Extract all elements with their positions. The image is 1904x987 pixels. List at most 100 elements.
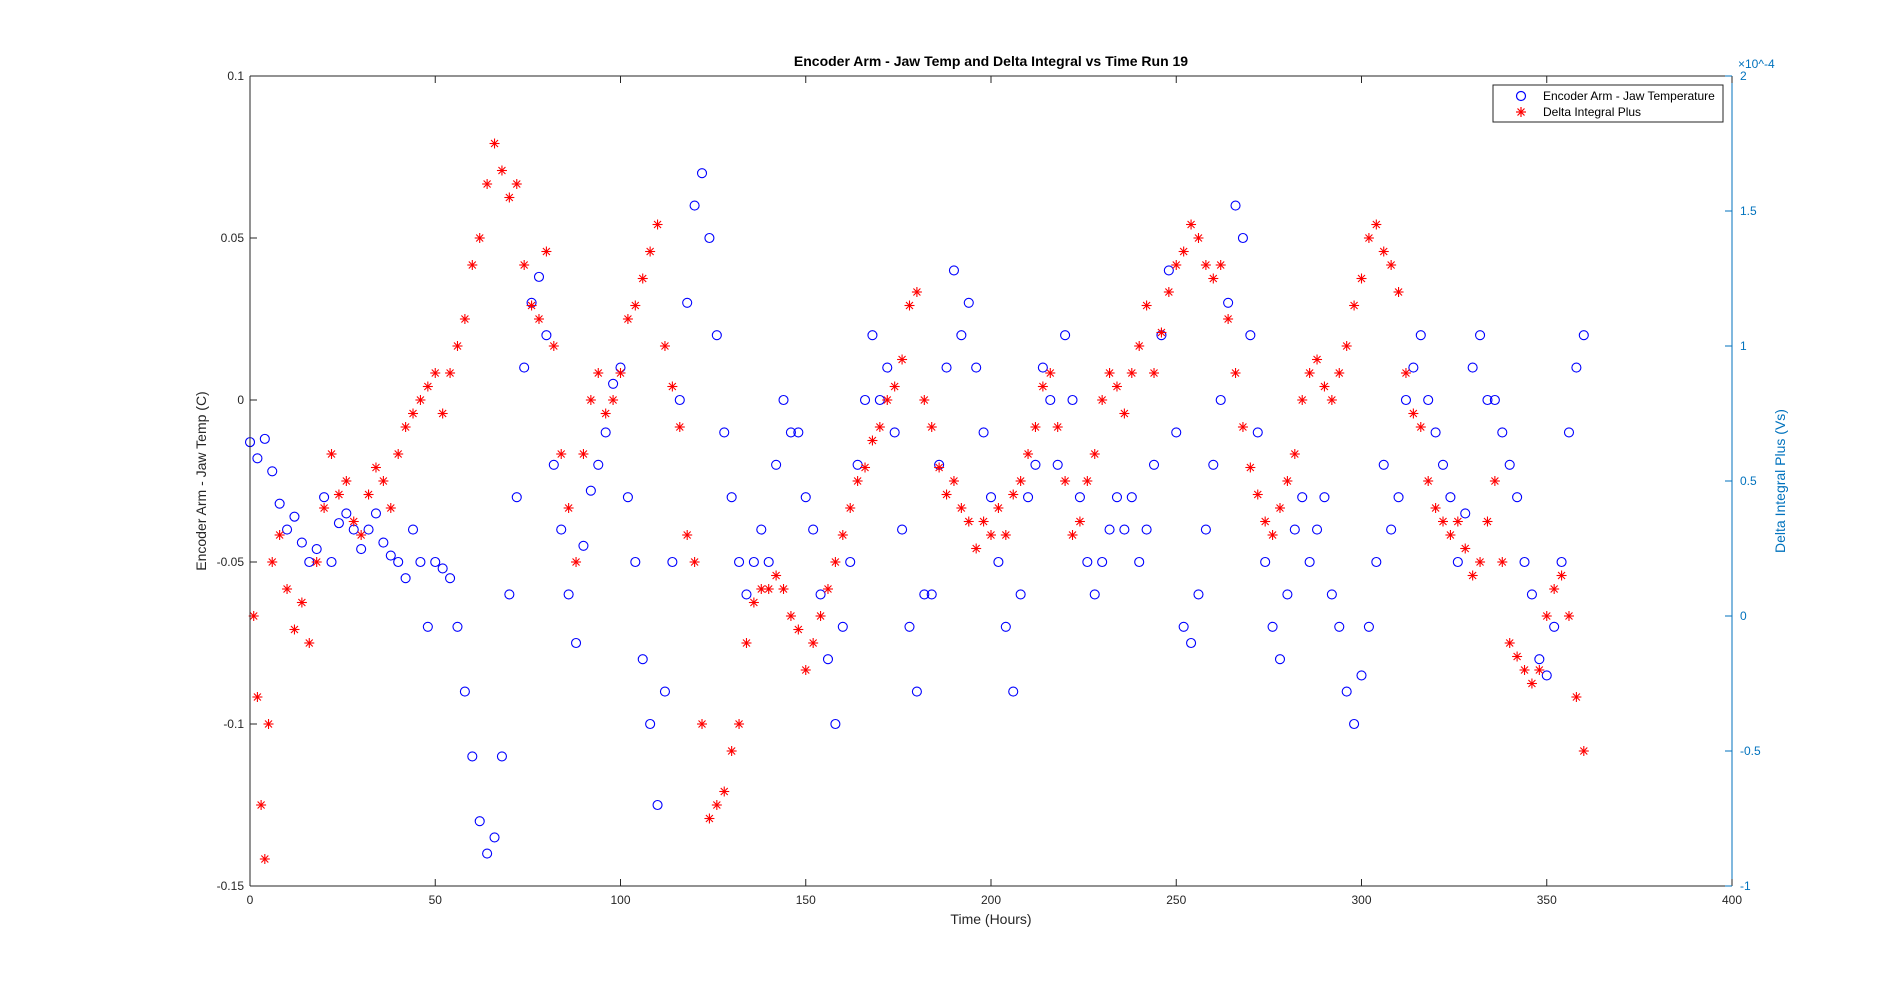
- chart-title: Encoder Arm - Jaw Temp and Delta Integra…: [794, 53, 1188, 69]
- data-point-circle: [1334, 621, 1345, 632]
- data-point-circle: [674, 394, 685, 406]
- data-point-asterisk: [652, 219, 663, 230]
- data-point-asterisk: [1578, 746, 1589, 756]
- data-point-asterisk: [889, 381, 900, 392]
- series-delta-integral: [248, 138, 1589, 864]
- data-point-asterisk: [615, 368, 626, 378]
- data-point-asterisk: [1549, 584, 1560, 594]
- data-point-asterisk: [415, 395, 426, 405]
- data-point-asterisk: [986, 530, 996, 540]
- data-point-circle: [548, 459, 559, 470]
- y2-tick-label: -0.5: [1740, 744, 1761, 758]
- data-point-asterisk: [1104, 368, 1115, 378]
- data-point-circle: [1430, 427, 1441, 438]
- data-point-circle: [1111, 492, 1123, 503]
- data-point-asterisk: [1378, 246, 1389, 257]
- y-tick-label: 0.1: [227, 69, 244, 83]
- data-point-asterisk: [808, 638, 819, 648]
- data-point-circle: [319, 492, 330, 503]
- data-point-asterisk: [1415, 422, 1426, 432]
- data-point-asterisk: [526, 300, 537, 311]
- data-point-asterisk: [259, 854, 270, 864]
- data-point-circle: [1571, 362, 1582, 373]
- data-point-circle: [267, 466, 278, 477]
- data-point-asterisk: [1319, 381, 1330, 392]
- data-point-asterisk: [934, 462, 945, 473]
- data-point-asterisk: [682, 530, 693, 540]
- data-point-asterisk: [1223, 314, 1234, 324]
- data-point-asterisk: [941, 489, 952, 500]
- data-point-circle: [556, 524, 567, 535]
- data-point-asterisk: [1393, 287, 1404, 297]
- data-point-circle: [415, 556, 426, 568]
- data-point-asterisk: [1208, 273, 1219, 284]
- data-point-asterisk: [459, 314, 470, 324]
- data-point-circle: [1186, 637, 1197, 649]
- data-point-circle: [1230, 200, 1241, 211]
- data-point-circle: [785, 427, 796, 438]
- data-point-circle: [1400, 394, 1412, 406]
- data-point-circle: [1563, 427, 1575, 438]
- data-point-asterisk: [256, 800, 267, 810]
- data-point-asterisk: [267, 557, 278, 567]
- data-point-circle: [1126, 492, 1137, 503]
- data-point-asterisk: [659, 341, 670, 351]
- data-point-asterisk: [867, 435, 878, 446]
- data-point-asterisk: [1111, 381, 1122, 392]
- data-point-asterisk: [1356, 273, 1367, 284]
- y2-tick-label: 0: [1740, 609, 1747, 623]
- data-point-asterisk: [482, 179, 493, 189]
- x-tick-label: 150: [796, 893, 816, 907]
- legend-label-temperature: Encoder Arm - Jaw Temperature: [1543, 89, 1715, 103]
- data-point-asterisk: [1067, 530, 1078, 540]
- data-point-asterisk: [1230, 368, 1241, 378]
- data-point-circle: [1252, 427, 1263, 438]
- data-point-circle: [1097, 556, 1108, 568]
- data-point-circle: [333, 518, 344, 529]
- data-point-circle: [704, 232, 715, 244]
- y2-tick-label: 1.5: [1740, 204, 1757, 218]
- data-point-circle: [370, 508, 382, 519]
- data-point-asterisk: [1089, 449, 1100, 459]
- data-point-asterisk: [1282, 476, 1293, 486]
- x-axis-title: Time (Hours): [950, 911, 1031, 927]
- data-point-circle: [1386, 524, 1397, 535]
- data-point-circle: [356, 543, 367, 555]
- plot-area: [250, 76, 1732, 886]
- data-point-circle: [1489, 394, 1500, 406]
- data-point-asterisk: [319, 503, 330, 513]
- data-point-circle: [533, 271, 545, 282]
- data-point-circle: [1541, 670, 1552, 681]
- data-point-circle: [1341, 686, 1352, 697]
- x-tick-label: 350: [1537, 893, 1557, 907]
- data-point-circle: [941, 362, 952, 373]
- data-point-asterisk: [800, 665, 811, 675]
- data-point-asterisk: [1097, 395, 1108, 405]
- data-point-circle: [1452, 556, 1463, 568]
- data-point-asterisk: [845, 503, 856, 513]
- data-point-asterisk: [1534, 665, 1545, 675]
- data-point-circle: [1245, 330, 1256, 341]
- data-point-circle: [252, 453, 263, 464]
- data-point-circle: [1437, 459, 1449, 470]
- data-point-asterisk: [1171, 260, 1182, 270]
- data-point-circle: [1445, 492, 1456, 503]
- data-point-circle: [1311, 524, 1323, 535]
- data-point-asterisk: [822, 584, 833, 594]
- data-point-circle: [482, 848, 493, 859]
- data-point-asterisk: [304, 638, 315, 648]
- data-point-circle: [778, 394, 789, 406]
- data-point-asterisk: [771, 570, 782, 581]
- y-tick-label: -0.15: [217, 879, 245, 893]
- data-point-circle: [474, 816, 485, 827]
- data-point-asterisk: [563, 503, 574, 513]
- data-point-asterisk: [548, 341, 559, 351]
- data-point-asterisk: [1563, 611, 1574, 621]
- data-point-asterisk: [1000, 530, 1011, 540]
- data-point-circle: [696, 168, 708, 179]
- data-point-circle: [748, 556, 759, 568]
- data-point-circle: [281, 524, 293, 535]
- data-point-asterisk: [852, 476, 863, 486]
- data-point-circle: [1363, 621, 1374, 632]
- x-axis-ticks: 0 50 100 150 200 250 300 350 400: [247, 76, 1742, 907]
